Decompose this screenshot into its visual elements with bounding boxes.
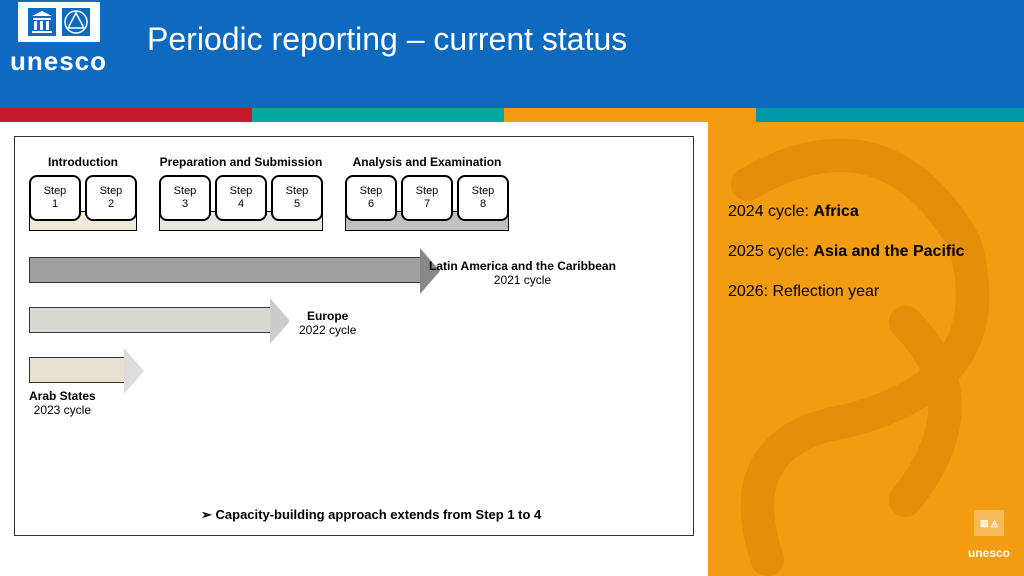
- phase-title: Analysis and Examination: [345, 155, 509, 169]
- logo-icons: [18, 2, 100, 42]
- phases-row: Introduction Step1Step2 Preparation and Su…: [29, 155, 679, 231]
- capacity-note: ➢ Capacity-building approach extends fro…: [201, 507, 541, 523]
- step-box: Step5: [271, 175, 323, 221]
- step-box: Step2: [85, 175, 137, 221]
- step-box: Step7: [401, 175, 453, 221]
- phase: Preparation and Submission Step3Step4Step…: [159, 155, 323, 231]
- temple-icon: [28, 8, 56, 36]
- arrow-label: Arab States2023 cycle: [29, 389, 96, 417]
- progress-arrow: [29, 357, 125, 383]
- diagram-panel: Introduction Step1Step2 Preparation and Su…: [14, 136, 694, 536]
- step-box: Step4: [215, 175, 267, 221]
- content: Introduction Step1Step2 Preparation and Su…: [0, 122, 1024, 576]
- step-box: Step6: [345, 175, 397, 221]
- header: unesco Periodic reporting – current stat…: [0, 0, 1024, 108]
- phase: Analysis and Examination Step6Step7Step8: [345, 155, 509, 231]
- color-stripe: [0, 108, 1024, 122]
- side-text: 2024 cycle: Africa2025 cycle: Asia and t…: [728, 192, 1004, 312]
- step-box: Step1: [29, 175, 81, 221]
- logo: unesco: [10, 32, 107, 77]
- side-line: 2025 cycle: Asia and the Pacific: [728, 232, 1004, 272]
- step-box: Step3: [159, 175, 211, 221]
- step-box: Step8: [457, 175, 509, 221]
- logo-text: unesco: [10, 46, 107, 77]
- progress-arrow: [29, 257, 421, 283]
- phase-title: Introduction: [29, 155, 137, 169]
- side-line: 2024 cycle: Africa: [728, 192, 1004, 232]
- progress-arrow: [29, 307, 271, 333]
- phase-title: Preparation and Submission: [159, 155, 323, 169]
- triangle-icon: [62, 8, 90, 36]
- footer-mini-icon: ▥ ◬: [974, 510, 1004, 537]
- page-title: Periodic reporting – current status: [147, 21, 627, 58]
- footer-logo: ▥ ◬ unesco: [968, 507, 1010, 569]
- phase: Introduction Step1Step2: [29, 155, 137, 231]
- side-line: 2026: Reflection year: [728, 272, 1004, 312]
- arrow-label: Latin America and the Caribbean2021 cycl…: [429, 259, 616, 287]
- arrow-label: Europe2022 cycle: [299, 309, 356, 337]
- side-panel: 2024 cycle: Africa2025 cycle: Asia and t…: [708, 122, 1024, 576]
